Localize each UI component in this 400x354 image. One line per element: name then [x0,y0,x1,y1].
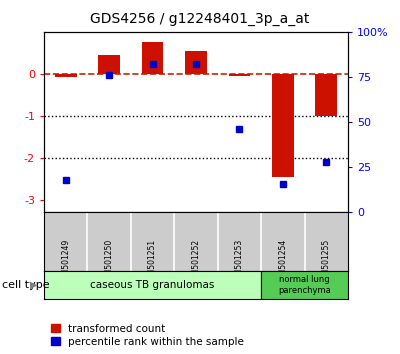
Text: GSM501251: GSM501251 [148,239,157,285]
Text: caseous TB granulomas: caseous TB granulomas [90,280,215,290]
Bar [316,74,337,116]
Bar [142,42,164,74]
Text: GSM501253: GSM501253 [235,239,244,285]
Text: ▶: ▶ [30,280,38,290]
Bar [185,51,207,74]
Text: GSM501252: GSM501252 [192,239,200,285]
Legend: transformed count, percentile rank within the sample: transformed count, percentile rank withi… [49,321,246,349]
Bar [261,271,348,299]
Bar [44,271,261,299]
Text: GDS4256 / g12248401_3p_a_at: GDS4256 / g12248401_3p_a_at [90,12,310,27]
Text: GSM501249: GSM501249 [61,239,70,285]
Bar [55,74,76,77]
Bar [272,74,294,177]
Text: cell type: cell type [2,280,50,290]
Text: normal lung
parenchyma: normal lung parenchyma [278,275,331,295]
Text: GSM501254: GSM501254 [278,239,287,285]
Bar [98,55,120,74]
Text: GSM501255: GSM501255 [322,239,331,285]
Text: GSM501250: GSM501250 [105,239,114,285]
Bar [228,74,250,76]
